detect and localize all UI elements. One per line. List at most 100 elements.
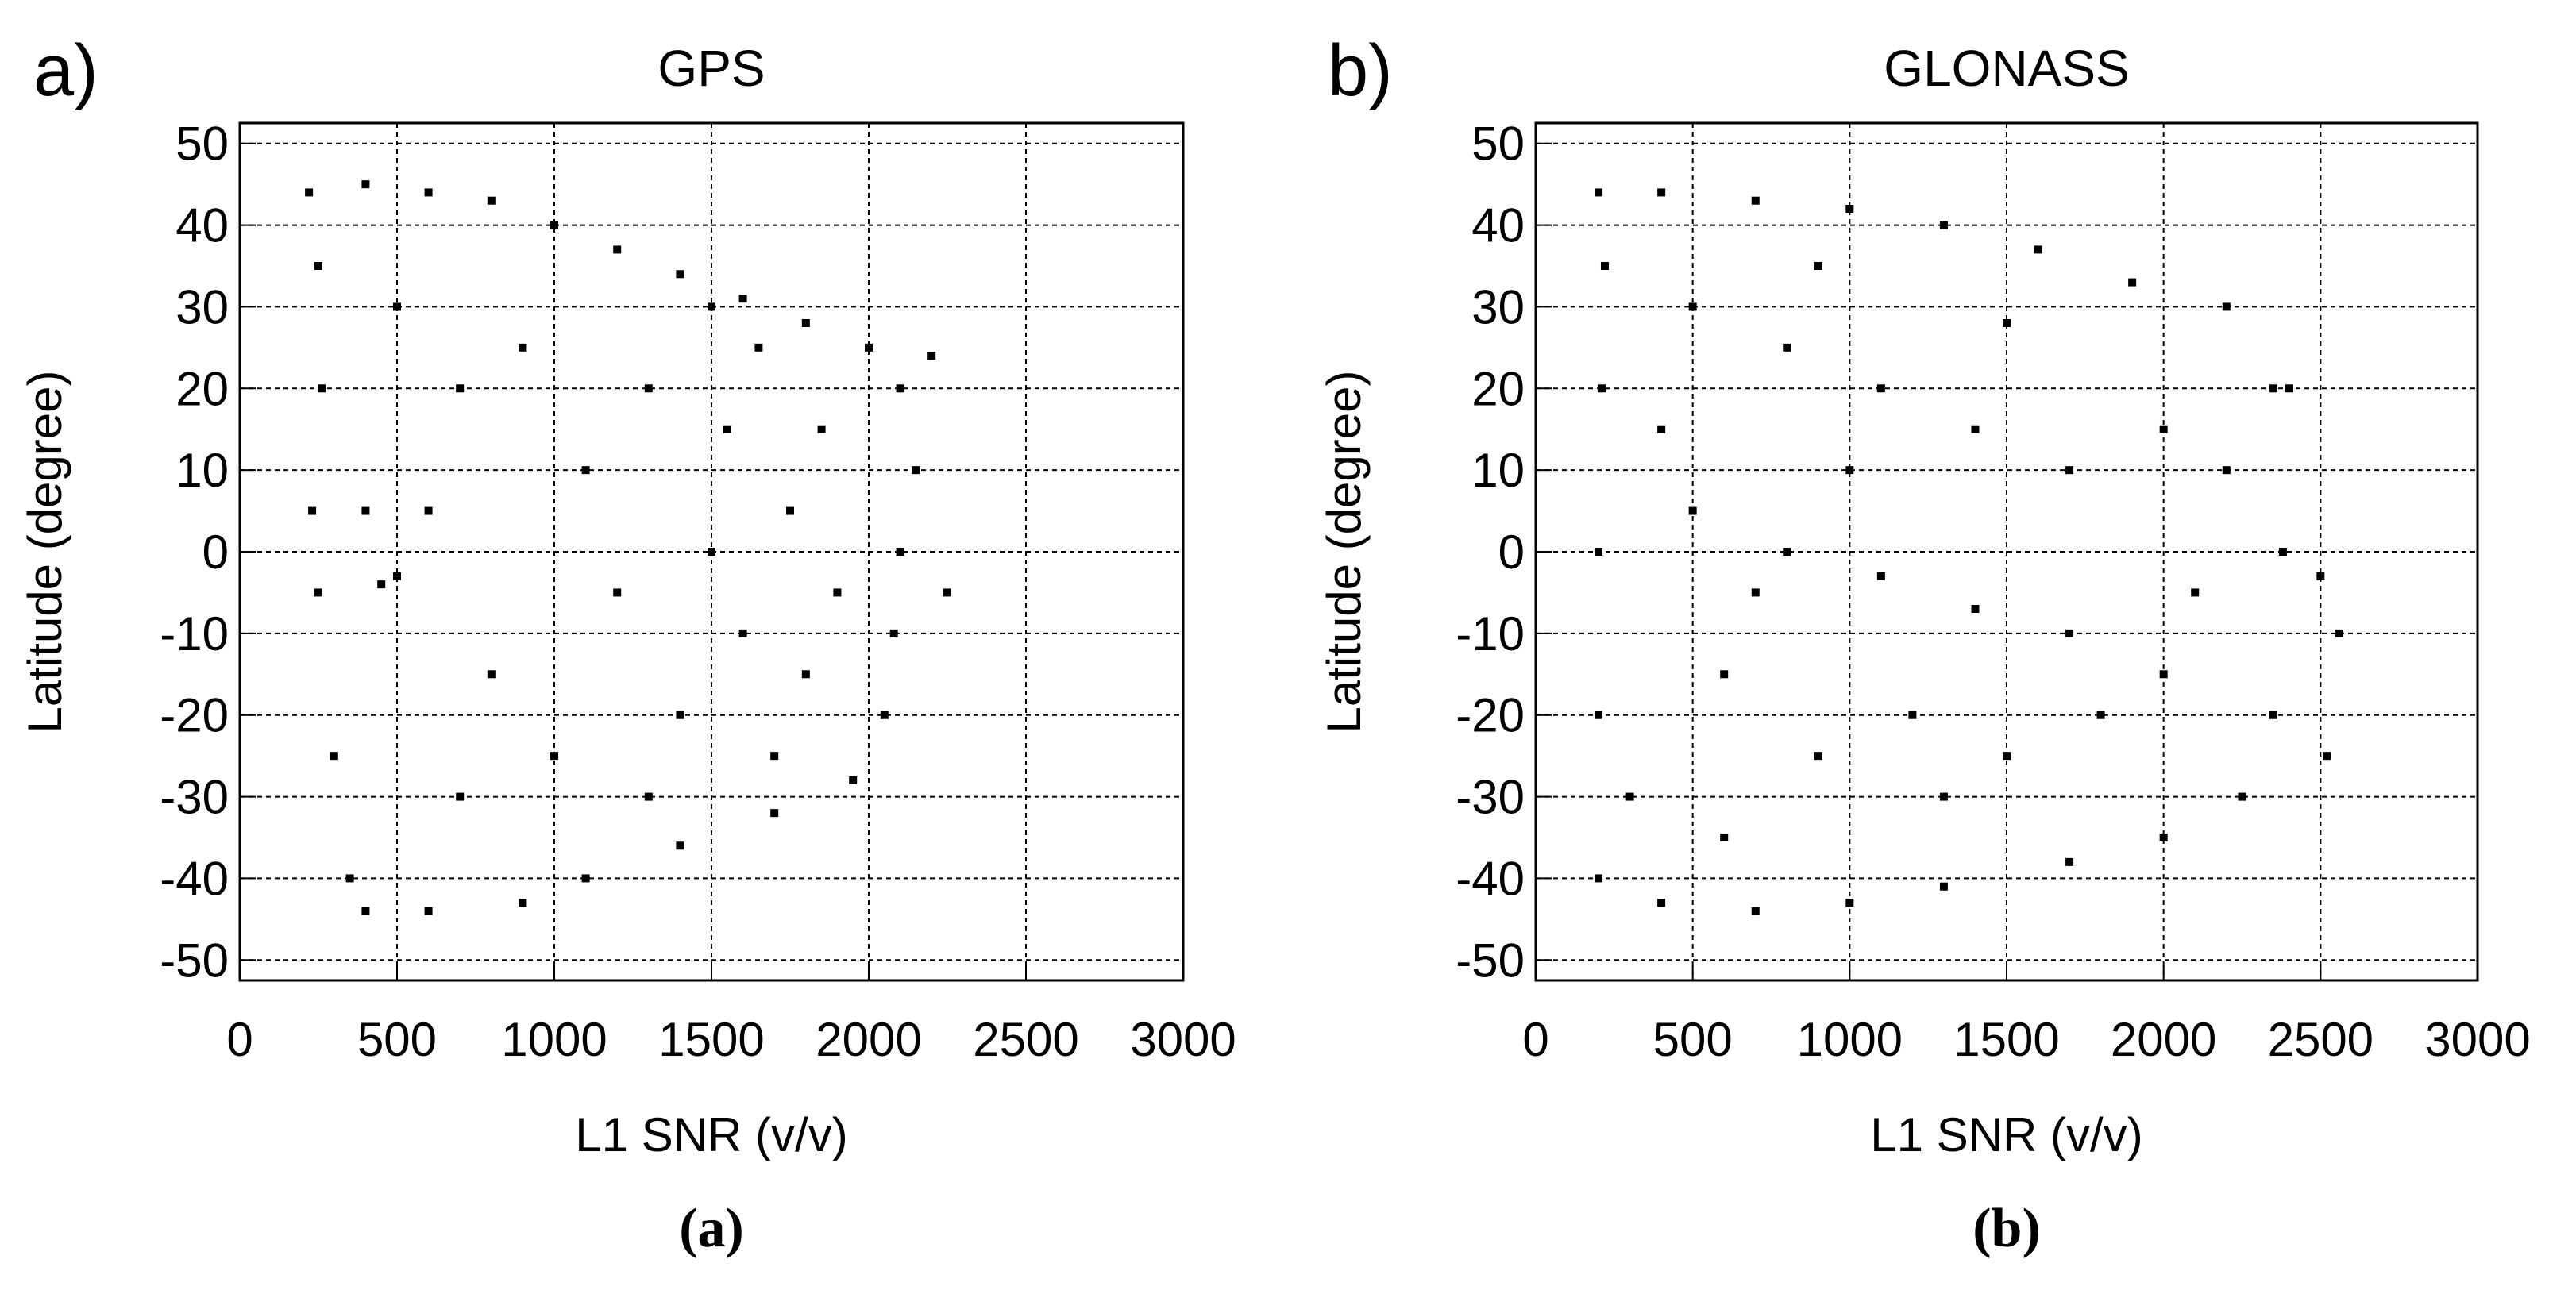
point [2128,278,2137,287]
x-tick-label: 3000 [1130,1013,1236,1066]
point [1939,792,1948,801]
y-tick-label: -50 [160,934,229,987]
x-tick-label: 1500 [1953,1013,2059,1066]
y-axis-label: Latitude (degree) [18,371,71,734]
point [2269,384,2278,393]
point [801,319,810,327]
y-tick-label: 30 [1471,280,1525,333]
point [2096,711,2105,719]
point [2065,857,2074,866]
y-tick-label: 10 [1471,444,1525,497]
point [2222,466,2231,475]
y-tick-label: 20 [175,362,229,415]
point [2285,384,2293,393]
y-tick-label: -10 [160,607,229,660]
x-tick-label: 2500 [973,1013,1078,1066]
x-tick-label: 0 [226,1013,253,1066]
point [896,384,904,393]
point [676,841,684,850]
point [456,792,465,801]
x-tick-label: 2500 [2268,1013,2374,1066]
y-tick-label: -10 [1456,607,1525,660]
point [1939,221,1948,229]
point [2316,572,2325,580]
y-tick-label: 30 [175,280,229,333]
point [786,506,794,515]
y-tick-label: -40 [160,852,229,905]
point [314,262,322,270]
y-tick-label: -20 [160,689,229,742]
plot-frame [1534,121,2479,982]
point [487,196,496,205]
x-tick-label: 2000 [2111,1013,2216,1066]
point [1595,548,1603,556]
point [1876,384,1885,393]
point [708,302,715,311]
point [330,752,338,761]
point [519,899,527,907]
point [519,343,527,352]
point [738,295,747,303]
point [1625,792,1634,801]
point [1688,302,1697,311]
point [2034,245,2042,254]
x-tick-label: 500 [1653,1013,1733,1066]
y-tick-label: 50 [175,117,229,171]
caption: (b) [1972,1198,2041,1259]
point [1939,882,1948,891]
point [2278,548,2287,556]
y-tick-label: -20 [1456,689,1525,742]
point [896,548,904,556]
y-tick-label: 0 [1498,526,1525,579]
point [314,588,322,597]
point [2003,752,2011,761]
panel-label: b) [1328,30,1393,111]
point [2323,752,2331,761]
point [770,752,779,761]
point [308,506,317,515]
point [1595,874,1603,883]
point [2335,629,2344,637]
point [644,384,653,393]
point [1600,262,1609,270]
point [1971,605,1980,613]
point [2159,834,2168,841]
y-tick-label: 50 [1471,117,1525,171]
point [1751,907,1760,915]
point [393,572,401,580]
point [801,670,810,679]
point [2159,425,2168,433]
plot-frame [238,121,1185,982]
point [1688,506,1697,515]
y-tick-label: 20 [1471,362,1525,415]
x-tick-label: 3000 [2424,1013,2530,1066]
point [1595,711,1603,719]
point [487,670,496,679]
point [927,352,936,360]
caption: (a) [679,1198,744,1259]
chart-title: GLONASS [1884,40,2129,97]
point [865,343,873,352]
point [738,629,747,637]
point [880,711,889,719]
point [305,188,314,197]
point [1783,548,1791,556]
point [943,588,951,597]
point [1971,425,1980,433]
x-axis-label: L1 SNR (v/v) [1870,1108,2142,1161]
x-axis-label: L1 SNR (v/v) [575,1108,847,1161]
point [613,588,622,597]
point [1657,188,1666,197]
point [2191,588,2200,597]
point [817,425,826,433]
point [424,907,433,915]
point [2222,302,2231,311]
point [456,384,465,393]
point [2065,629,2074,637]
point [1814,752,1822,761]
point [345,874,354,883]
point [2238,792,2246,801]
point [889,629,898,637]
chart-title: GPS [657,40,765,97]
